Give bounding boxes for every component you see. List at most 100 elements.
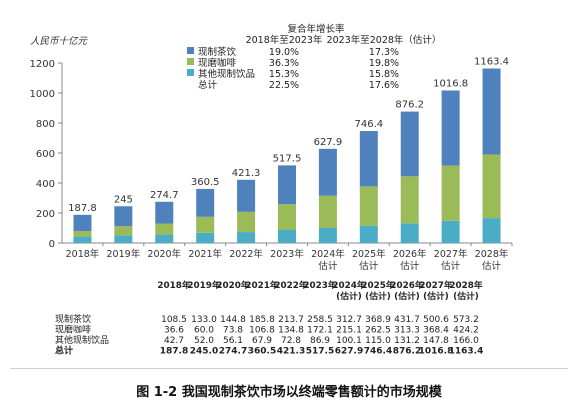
legend-series-name: 其他现制饮品 [198, 68, 255, 80]
table-header-cell: 2026年 [390, 279, 423, 291]
bar-segment [441, 90, 460, 166]
table-header-cell: 2024年 [332, 279, 365, 291]
bar-segment [278, 229, 296, 243]
table-cell: 746.4 [364, 347, 392, 357]
x-tick-label: 2022年 [229, 248, 263, 260]
x-tick-label: 估计 [400, 260, 420, 272]
table-cell: 144.8 [220, 315, 246, 325]
table-header-cell: (估计) [365, 290, 391, 302]
bar-total-label: 876.2 [395, 100, 424, 111]
table-cell: 86.9 [310, 336, 330, 346]
table-cell: 500.6 [423, 315, 449, 325]
table-cell: 431.7 [394, 315, 420, 325]
bar-segment [73, 214, 92, 232]
table-cell: 424.2 [453, 326, 479, 336]
legend-cagr-2023-2028: 19.8% [369, 58, 399, 69]
bar-segment [400, 111, 419, 177]
table-header-cell: 2018年 [157, 279, 190, 291]
bar-total-label: 245 [114, 194, 133, 205]
legend-header: 复合年增长率 [287, 23, 345, 35]
table-cell: 258.5 [307, 315, 333, 325]
bar-segment [155, 223, 174, 235]
table-cell: 172.1 [307, 326, 333, 336]
bar-total-label: 360.5 [191, 177, 220, 188]
table-cell: 56.1 [223, 336, 243, 346]
table-header-cell: 2028年 [449, 279, 482, 291]
x-tick-label: 2028年 [475, 248, 509, 260]
table-row-label: 其他现制饮品 [55, 334, 109, 346]
table-header-cell: 2027年 [419, 279, 452, 291]
bar-segment [359, 186, 378, 226]
x-tick-label: 2019年 [107, 248, 141, 260]
table-cell: 421.3 [277, 347, 305, 357]
table-header-cell: 2020年 [216, 279, 249, 291]
legend-series-name: 总计 [198, 79, 218, 91]
table-cell: 368.9 [365, 315, 391, 325]
bar-total-label: 517.5 [273, 153, 302, 164]
x-tick-label: 2018年 [66, 248, 100, 260]
bar-total-label: 1016.8 [433, 78, 468, 89]
table-header-cell: (估计) [423, 290, 449, 302]
bar-total-label: 421.3 [232, 168, 261, 179]
y-tick-label: 200 [36, 209, 55, 220]
bar-total-label: 627.9 [314, 137, 343, 148]
bar-segment [196, 216, 215, 233]
y-tick-label: 600 [36, 149, 55, 160]
bar-segment [155, 234, 174, 243]
table-cell: 115.0 [365, 336, 391, 346]
table-cell: 274.7 [219, 347, 247, 357]
legend-series-name: 现磨咖啡 [198, 57, 237, 69]
table-cell: 60.0 [194, 326, 214, 336]
legend-cagr-2018-2023: 19.0% [269, 47, 299, 58]
table-cell: 517.5 [306, 347, 334, 357]
table-cell: 627.9 [335, 347, 363, 357]
legend-cagr-2023-2028: 15.8% [369, 69, 399, 80]
bar-segment [73, 231, 92, 237]
table-cell: 1016.8 [419, 347, 454, 357]
table-cell: 72.8 [281, 336, 301, 346]
x-tick-label: 2027年 [434, 248, 468, 260]
y-tick-label: 800 [36, 119, 55, 130]
bar-segment [318, 148, 337, 196]
table-cell: 876.2 [393, 347, 421, 357]
y-tick-label: 1200 [30, 59, 55, 70]
bar-segment [400, 176, 419, 224]
y-tick-label: 1000 [30, 89, 55, 100]
y-unit-label: 人民币十亿元 [30, 36, 89, 47]
legend-swatch [187, 69, 194, 76]
legend-series-name: 现制茶饮 [198, 46, 237, 58]
x-tick-label: 2020年 [147, 248, 181, 260]
table-row-label: 总计 [55, 345, 73, 357]
y-tick-label: 400 [36, 179, 55, 190]
bar-segment [400, 223, 419, 243]
bar-segment [482, 154, 501, 219]
table-cell: 73.8 [223, 326, 243, 336]
bar-segment [441, 165, 460, 221]
y-tick-label: 0 [49, 239, 55, 250]
bar-segment [278, 204, 296, 230]
bar-segment [318, 227, 337, 243]
x-tick-label: 2021年 [188, 248, 222, 260]
bar-segment [237, 211, 256, 233]
bar-segment [196, 188, 215, 217]
figure-caption: 图 1-2 我国现制茶饮市场以终端零售额计的市场规模 [136, 385, 442, 400]
bar-total-label: 746.4 [354, 119, 383, 130]
table-cell: 187.8 [160, 347, 188, 357]
table-header-cell: 2021年 [245, 279, 278, 291]
bar-total-label: 187.8 [68, 203, 97, 214]
table-cell: 36.6 [164, 326, 184, 336]
table-cell: 1163.4 [449, 347, 484, 357]
bar-segment [114, 235, 133, 243]
table-cell: 262.5 [365, 326, 391, 336]
table-cell: 245.0 [190, 347, 218, 357]
bar-segment [114, 226, 133, 236]
x-tick-label: 2025年 [352, 248, 386, 260]
bar-total-label: 1163.4 [474, 56, 509, 67]
legend-swatch [187, 47, 194, 54]
bar-segment [196, 232, 215, 243]
table-header-cell: 2022年 [274, 279, 307, 291]
x-tick-label: 2023年 [270, 248, 304, 260]
table-cell: 100.1 [336, 336, 362, 346]
table-cell: 134.8 [278, 326, 304, 336]
table-cell: 108.5 [161, 315, 187, 325]
